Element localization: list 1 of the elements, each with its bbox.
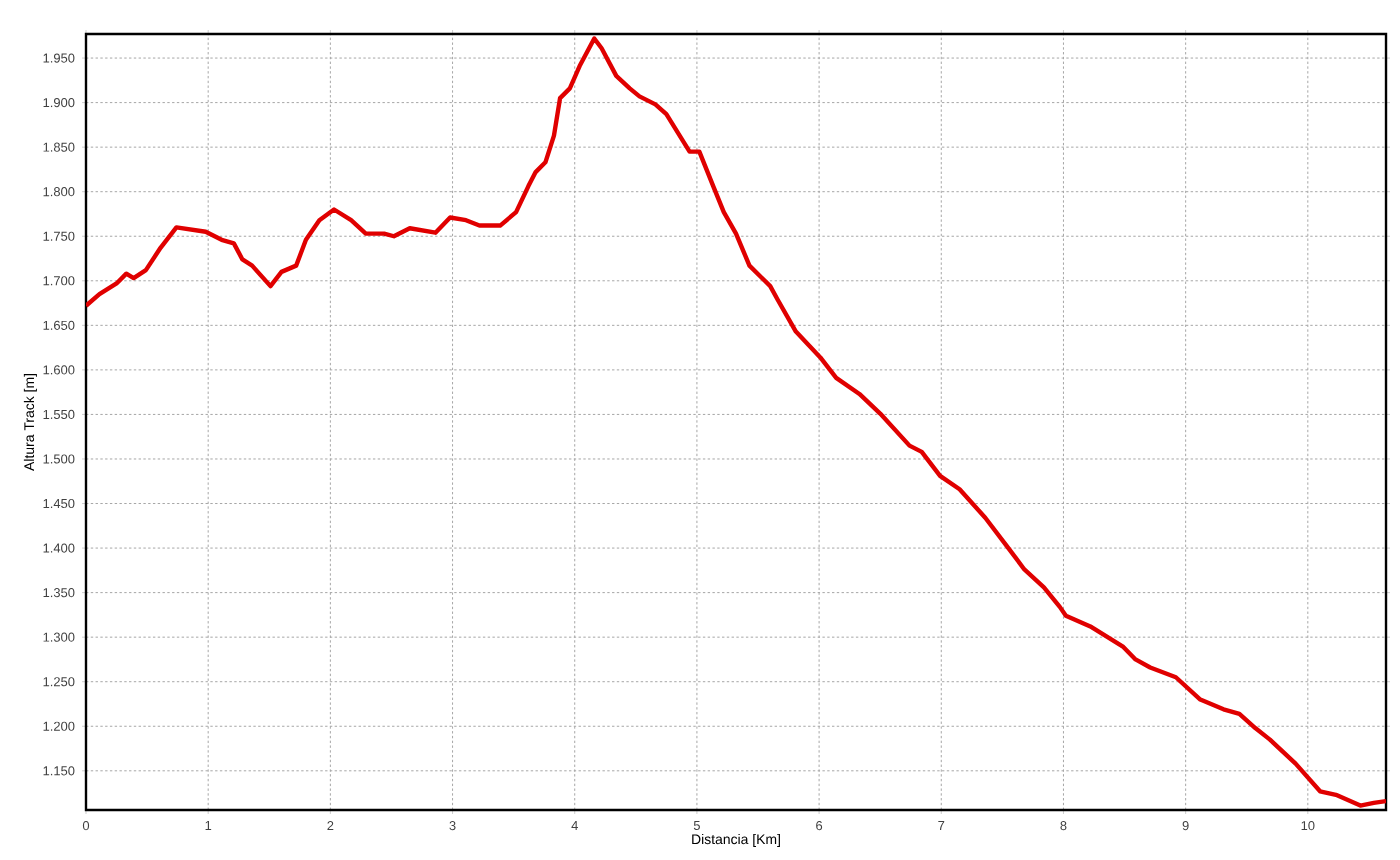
line-series	[86, 36, 1387, 808]
